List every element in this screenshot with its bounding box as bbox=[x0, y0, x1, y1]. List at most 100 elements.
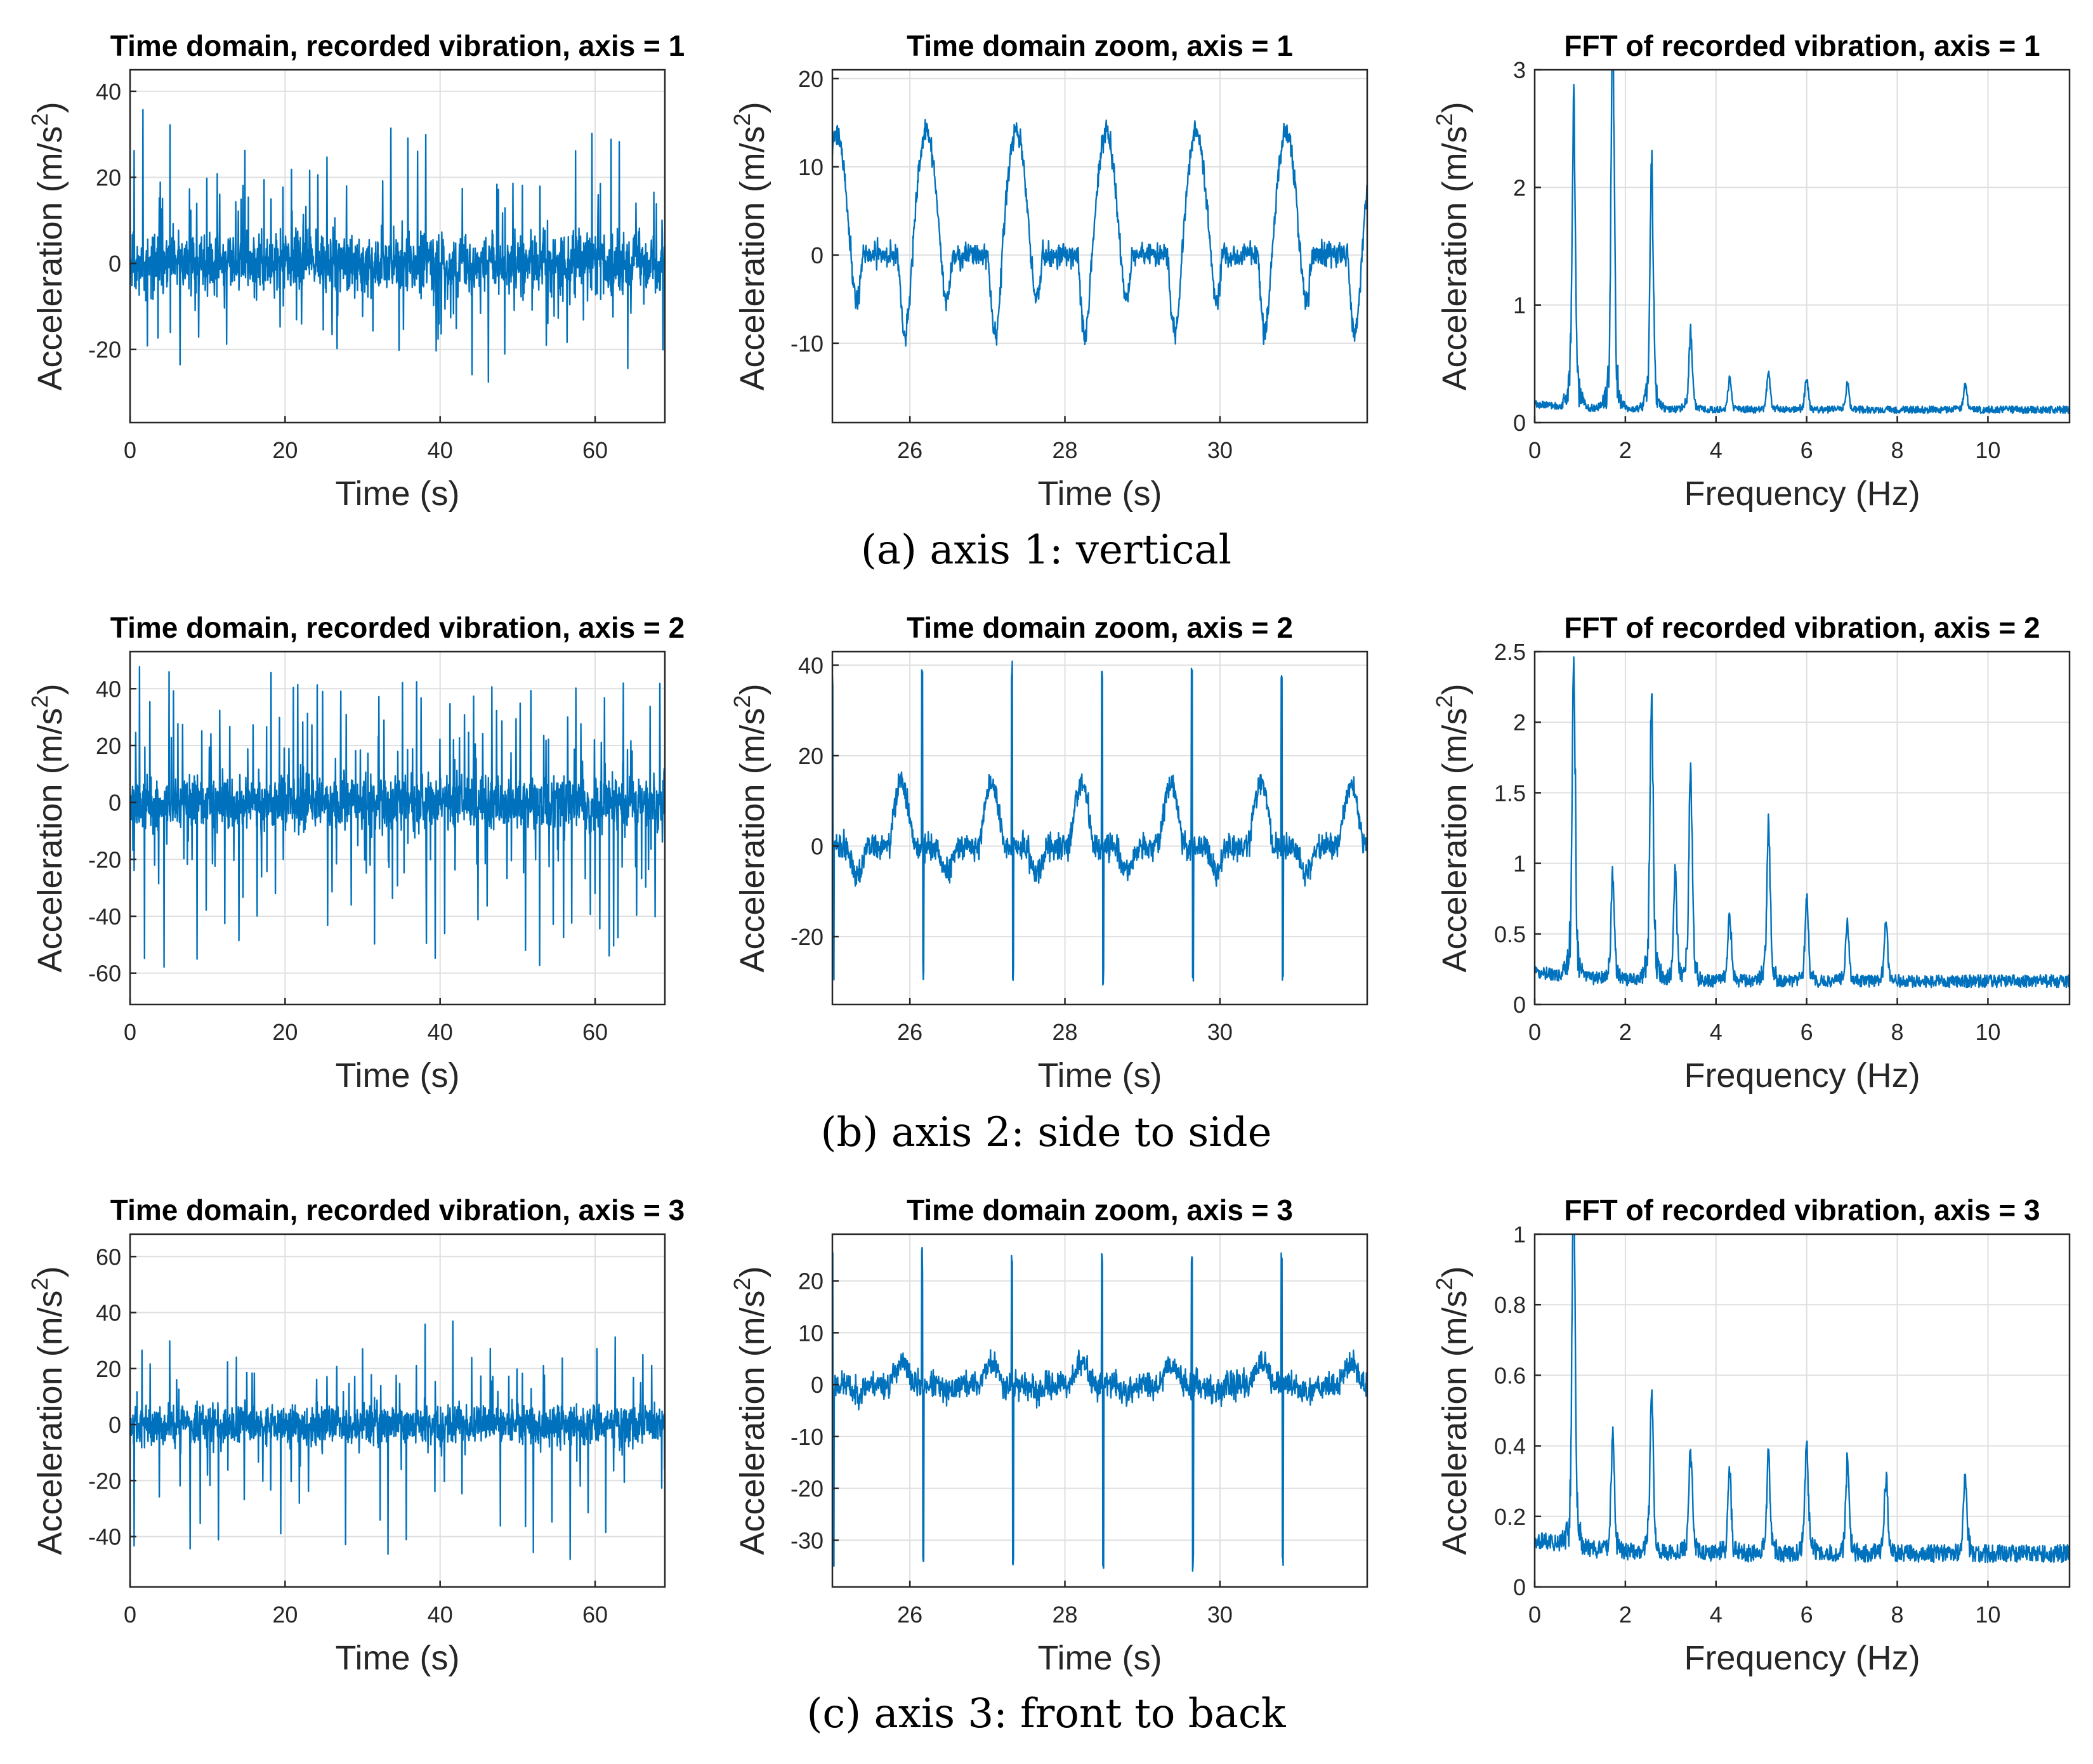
chart-title: Time domain zoom, axis = 1 bbox=[907, 29, 1293, 62]
x-tick-label: 6 bbox=[1801, 1019, 1813, 1045]
x-tick-label: 4 bbox=[1710, 1019, 1722, 1045]
y-tick-label: 2 bbox=[1513, 709, 1526, 735]
x-axis-label: Frequency (Hz) bbox=[1684, 1056, 1920, 1095]
series-line bbox=[832, 1246, 1367, 1572]
x-tick-label: 20 bbox=[272, 1019, 298, 1045]
x-axis-label: Time (s) bbox=[1038, 1056, 1162, 1095]
y-tick-label: 0 bbox=[108, 1412, 121, 1438]
y-tick-label: 20 bbox=[96, 165, 121, 191]
y-tick-label: 0 bbox=[108, 790, 121, 816]
x-tick-label: 10 bbox=[1975, 1019, 2000, 1045]
x-tick-label: 60 bbox=[582, 1019, 608, 1045]
x-tick-label: 8 bbox=[1891, 1602, 1904, 1628]
x-tick-label: 0 bbox=[124, 1019, 136, 1045]
axes-frame bbox=[129, 1233, 666, 1588]
y-tick-label: 20 bbox=[798, 66, 823, 92]
chart-b1: 0 20 40 60 -60 -40 -20 0 20 40 Time domain, record… bbox=[27, 611, 685, 1095]
x-tick-label: 4 bbox=[1710, 1602, 1722, 1628]
x-tick-label: 40 bbox=[428, 437, 453, 463]
chart-title: Time domain, recorded vibration, axis = … bbox=[110, 611, 685, 644]
y-tick-label: 0 bbox=[1513, 410, 1526, 436]
y-tick-label: 20 bbox=[798, 1268, 823, 1294]
x-tick-label: 2 bbox=[1619, 1602, 1632, 1628]
x-tick-label: 8 bbox=[1891, 1019, 1904, 1045]
chart-title: Time domain, recorded vibration, axis = … bbox=[110, 29, 685, 62]
x-axis-label: Time (s) bbox=[336, 1056, 460, 1095]
y-tick-label: 10 bbox=[798, 1320, 823, 1346]
y-tick-label: -10 bbox=[791, 331, 823, 357]
x-axis-label: Time (s) bbox=[1038, 475, 1162, 513]
y-axis-label: Acceleration (m/s2) bbox=[1431, 1266, 1474, 1555]
chart-title: Time domain, recorded vibration, axis = … bbox=[110, 1194, 685, 1227]
x-tick-label: 60 bbox=[582, 1602, 608, 1628]
y-tick-label: 1 bbox=[1513, 293, 1526, 319]
figure-caption: (a) axis 1: vertical bbox=[861, 527, 1231, 574]
axes-frame bbox=[129, 650, 666, 1006]
x-axis-label: Time (s) bbox=[336, 1639, 460, 1677]
y-tick-label: 2.5 bbox=[1494, 639, 1526, 665]
y-axis-label: Acceleration (m/s2) bbox=[729, 683, 771, 972]
y-tick-label: 0 bbox=[108, 251, 121, 277]
y-tick-label: 20 bbox=[798, 743, 823, 769]
y-tick-label: 0 bbox=[811, 1372, 823, 1398]
x-tick-label: 26 bbox=[897, 1602, 922, 1628]
x-tick-label: 0 bbox=[124, 1602, 136, 1628]
x-tick-label: 40 bbox=[428, 1019, 453, 1045]
x-tick-label: 28 bbox=[1052, 1602, 1077, 1628]
y-tick-label: -40 bbox=[88, 1524, 121, 1550]
chart-title: FFT of recorded vibration, axis = 3 bbox=[1564, 1194, 2040, 1227]
axes-frame bbox=[1533, 1233, 2071, 1588]
axes-frame bbox=[1533, 69, 2071, 424]
y-tick-label: 0 bbox=[1513, 992, 1526, 1018]
x-axis-label: Frequency (Hz) bbox=[1684, 475, 1920, 513]
series-line bbox=[1535, 1234, 2070, 1563]
y-axis-label: Acceleration (m/s2) bbox=[729, 1266, 771, 1555]
y-tick-label: 0.4 bbox=[1494, 1433, 1526, 1459]
y-tick-label: 40 bbox=[96, 676, 121, 702]
x-axis-label: Frequency (Hz) bbox=[1684, 1639, 1920, 1677]
y-tick-label: 60 bbox=[96, 1244, 121, 1270]
x-tick-label: 28 bbox=[1052, 1019, 1077, 1045]
chart-b2: 26 28 30 -20 0 20 40 Time domain zoom, axis = 2… bbox=[729, 611, 1368, 1095]
y-axis-label: Acceleration (m/s2) bbox=[27, 1266, 69, 1555]
chart-c2: 26 28 30 -30 -20 -10 0 10 20 Time domain zoom, ax… bbox=[729, 1194, 1368, 1677]
series-line bbox=[1535, 70, 2070, 414]
x-axis-label: Time (s) bbox=[1038, 1639, 1162, 1677]
x-tick-label: 26 bbox=[897, 1019, 922, 1045]
chart-a1: 0 20 40 60 -20 0 20 40 Time domain, recorded vib… bbox=[27, 29, 685, 513]
y-tick-label: -20 bbox=[791, 924, 823, 950]
x-tick-label: 0 bbox=[124, 437, 136, 463]
series-line bbox=[1535, 656, 2070, 989]
x-tick-label: 26 bbox=[897, 437, 922, 463]
x-tick-label: 0 bbox=[1528, 1602, 1541, 1628]
axes-frame bbox=[129, 69, 666, 424]
y-axis-label: Acceleration (m/s2) bbox=[27, 102, 69, 390]
chart-title: FFT of recorded vibration, axis = 2 bbox=[1564, 611, 2040, 644]
chart-c1: 0 20 40 60 -40 -20 0 20 40 60 Time domain, recorde… bbox=[27, 1194, 685, 1677]
x-tick-label: 30 bbox=[1207, 437, 1233, 463]
series-line bbox=[130, 1320, 665, 1560]
x-tick-label: 2 bbox=[1619, 1019, 1632, 1045]
y-axis-label: Acceleration (m/s2) bbox=[1431, 102, 1474, 390]
series-line bbox=[130, 109, 665, 383]
chart-c3: 0 2 4 6 8 10 0 0.2 0.4 0.6 0.8 1 FFT of recorded vib… bbox=[1431, 1194, 2071, 1677]
chart-title: Time domain zoom, axis = 2 bbox=[907, 611, 1293, 644]
x-tick-label: 4 bbox=[1710, 437, 1722, 463]
series-line bbox=[130, 666, 665, 968]
x-tick-label: 30 bbox=[1207, 1602, 1233, 1628]
y-tick-label: 0 bbox=[811, 834, 823, 860]
x-tick-label: 20 bbox=[272, 1602, 298, 1628]
x-tick-label: 6 bbox=[1801, 437, 1813, 463]
x-tick-label: 8 bbox=[1891, 437, 1904, 463]
x-tick-label: 10 bbox=[1975, 1602, 2000, 1628]
y-tick-label: -60 bbox=[88, 961, 121, 987]
axes-frame bbox=[831, 650, 1368, 1006]
chart-title: FFT of recorded vibration, axis = 1 bbox=[1564, 29, 2040, 62]
y-tick-label: -40 bbox=[88, 904, 121, 930]
y-tick-label: 0.8 bbox=[1494, 1292, 1526, 1318]
x-tick-label: 10 bbox=[1975, 437, 2000, 463]
y-tick-label: -10 bbox=[791, 1424, 823, 1450]
x-tick-label: 6 bbox=[1801, 1602, 1813, 1628]
y-tick-label: 0.5 bbox=[1494, 921, 1526, 947]
y-tick-label: 40 bbox=[798, 652, 823, 678]
